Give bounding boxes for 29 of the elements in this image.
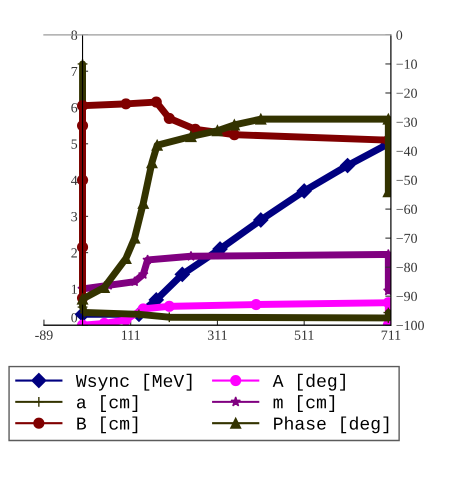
y2-tick-label: 0 [396,30,402,40]
legend-label: m [cm] [274,395,334,412]
legend-label: B [cm] [77,416,138,434]
x-tick-label: 511 [294,330,314,340]
y-tick-label: 1 [72,284,77,294]
x-tick-label: 711 [382,330,400,340]
y2-tick-label: −100 [396,320,424,330]
y-tick-label: 4 [71,176,78,185]
x-tick-label: 311 [208,330,227,340]
y2-tick-label: −30 [396,118,417,127]
y2-tick-label: −40 [396,146,417,156]
y-tick-label: 3 [71,212,78,222]
y2-tick-label: −60 [396,204,417,214]
y2-tick-label: −20 [396,88,417,98]
y-tick-label: 5 [72,140,78,149]
y2-tick-label: −80 [396,262,417,272]
y2-tick-label: −90 [396,292,417,302]
y2-tick-label: −50 [396,176,417,186]
x-tick-label: 111 [122,330,140,340]
y2-tick-label: −10 [396,60,417,69]
legend-label: Wsync [MeV] [76,374,192,391]
y-tick-label: 6 [71,103,78,112]
x-tick-label: -89 [35,330,53,340]
y-tick-label: 2 [71,248,77,258]
legend-label: Phase [deg] [274,416,388,434]
y2-tick-label: −70 [396,234,417,244]
legend-label: A [deg] [272,374,345,391]
legend-label: a [cm] [76,395,138,412]
y-tick-label: 7 [72,66,78,76]
